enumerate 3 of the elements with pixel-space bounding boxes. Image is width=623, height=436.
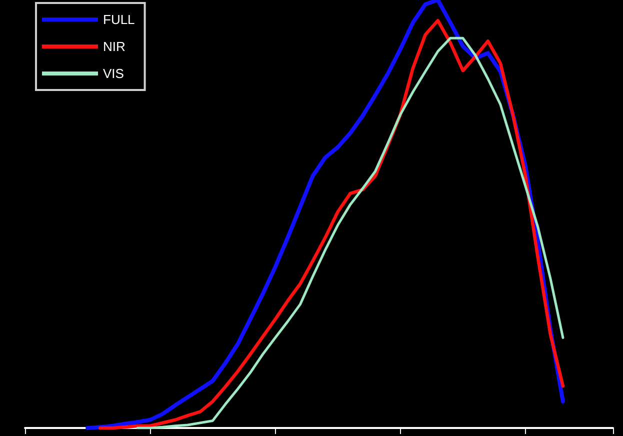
- legend-label: NIR: [103, 39, 126, 54]
- legend-label: FULL: [103, 12, 135, 27]
- legend-label: VIS: [103, 66, 124, 81]
